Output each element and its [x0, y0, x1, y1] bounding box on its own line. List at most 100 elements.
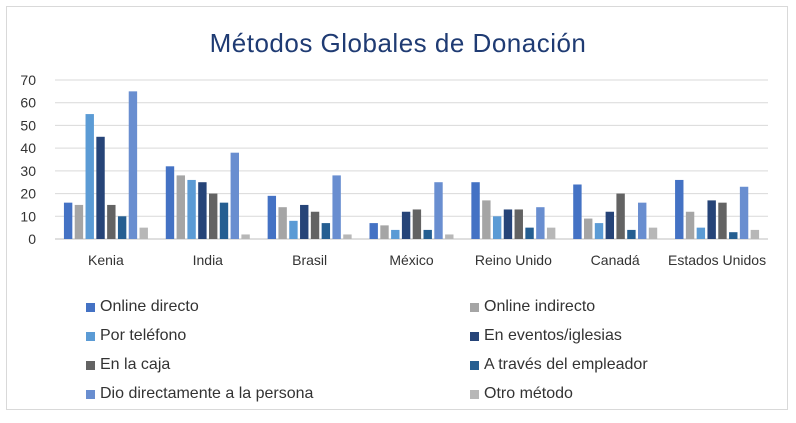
- legend-item: Por teléfono: [86, 325, 186, 347]
- legend-swatch: [470, 389, 479, 399]
- bar: [219, 202, 229, 239]
- legend-label: Otro método: [484, 385, 573, 402]
- legend-swatch: [86, 389, 95, 399]
- bar: [546, 227, 556, 239]
- x-tick-label: Canadá: [591, 252, 640, 268]
- bar: [241, 234, 250, 239]
- legend-label: Online directo: [100, 298, 199, 315]
- bar: [63, 202, 73, 239]
- bar: [321, 223, 331, 239]
- bar: [187, 179, 196, 239]
- x-tick-label: Brasil: [292, 252, 327, 268]
- x-tick-label: Kenia: [88, 252, 124, 268]
- chart-plot: 0 10 20 30 40 50 60 70 Kenia India Brasil México Re…: [20, 72, 768, 268]
- bar: [482, 200, 491, 239]
- y-tick-label: 70: [20, 72, 36, 88]
- bar: [401, 211, 411, 239]
- bar: [165, 166, 175, 239]
- legend-label: Dio directamente a la persona: [100, 385, 314, 402]
- bar: [707, 200, 716, 239]
- bar: [605, 211, 615, 239]
- bar: [412, 209, 422, 239]
- bar: [96, 136, 105, 239]
- legend-swatch: [470, 331, 479, 341]
- bar: [117, 216, 127, 239]
- x-tick-label: México: [389, 252, 434, 268]
- legend-label: A través del empleador: [484, 356, 648, 373]
- chart-title: Métodos Globales de Donación: [209, 28, 587, 58]
- legend-item: Dio directamente a la persona: [86, 383, 313, 405]
- legend-swatch: [86, 302, 95, 312]
- legend-label: En eventos/iglesias: [484, 327, 622, 344]
- y-tick-label: 60: [20, 95, 36, 111]
- bar: [492, 216, 502, 239]
- legend-swatch: [470, 360, 479, 370]
- bar: [503, 209, 513, 239]
- bar: [434, 182, 443, 239]
- bar: [536, 207, 545, 239]
- bar: [739, 186, 749, 239]
- bar: [525, 227, 534, 239]
- bar: [514, 209, 523, 239]
- legend-label: Por teléfono: [100, 327, 187, 344]
- bar: [675, 179, 684, 239]
- bar: [176, 175, 185, 239]
- x-tick-label: India: [193, 252, 224, 268]
- bar: [594, 223, 604, 239]
- bar: [267, 195, 277, 239]
- x-tick-label: Reino Unido: [475, 252, 552, 268]
- bar: [198, 182, 207, 239]
- bar: [638, 202, 647, 239]
- bar: [696, 227, 706, 239]
- bar: [300, 204, 309, 239]
- bar: [445, 234, 454, 239]
- bar: [648, 227, 658, 239]
- bar: [310, 211, 320, 239]
- legend-item: En eventos/iglesias: [470, 325, 622, 347]
- bar: [423, 229, 432, 239]
- legend-item: Otro método: [470, 383, 573, 405]
- bar: [729, 232, 738, 239]
- bar: [573, 184, 582, 239]
- bar: [380, 225, 389, 239]
- bar: [627, 229, 636, 239]
- legend-label: Online indirecto: [484, 298, 596, 315]
- y-tick-label: 30: [20, 163, 36, 179]
- x-tick-label: Estados Unidos: [668, 252, 766, 268]
- bar: [391, 229, 400, 239]
- bar: [128, 91, 138, 239]
- bar: [750, 229, 760, 239]
- bar: [343, 234, 352, 239]
- legend-item: Online directo: [86, 296, 199, 318]
- bar: [616, 193, 625, 239]
- bar: [85, 114, 94, 239]
- y-tick-label: 20: [20, 186, 36, 202]
- bar: [208, 193, 218, 239]
- bar: [74, 204, 84, 239]
- legend-item: Online indirecto: [470, 296, 595, 318]
- legend-label: En la caja: [100, 356, 171, 373]
- y-axis-ticks: 0 10 20 30 40 50 60 70: [20, 72, 36, 247]
- y-tick-label: 10: [20, 208, 36, 224]
- bars: [63, 91, 760, 239]
- bar: [685, 211, 695, 239]
- y-tick-label: 0: [28, 231, 36, 247]
- bar: [289, 220, 298, 239]
- legend-swatch: [86, 360, 95, 370]
- bar: [278, 207, 287, 239]
- bar: [332, 175, 341, 239]
- legend-swatch: [470, 302, 479, 312]
- y-tick-label: 50: [20, 117, 36, 133]
- legend-item: En la caja: [86, 354, 170, 376]
- legend-swatch: [86, 331, 95, 341]
- legend-item: A través del empleador: [470, 354, 648, 376]
- bar: [369, 223, 378, 239]
- bar: [584, 218, 593, 239]
- gridlines: [55, 79, 768, 240]
- bar: [107, 204, 116, 239]
- y-tick-label: 40: [20, 140, 36, 156]
- bar: [139, 227, 148, 239]
- bar: [230, 152, 239, 239]
- bar: [471, 182, 480, 239]
- x-axis-ticks: Kenia India Brasil México Reino Unido Canadá E…: [88, 252, 766, 268]
